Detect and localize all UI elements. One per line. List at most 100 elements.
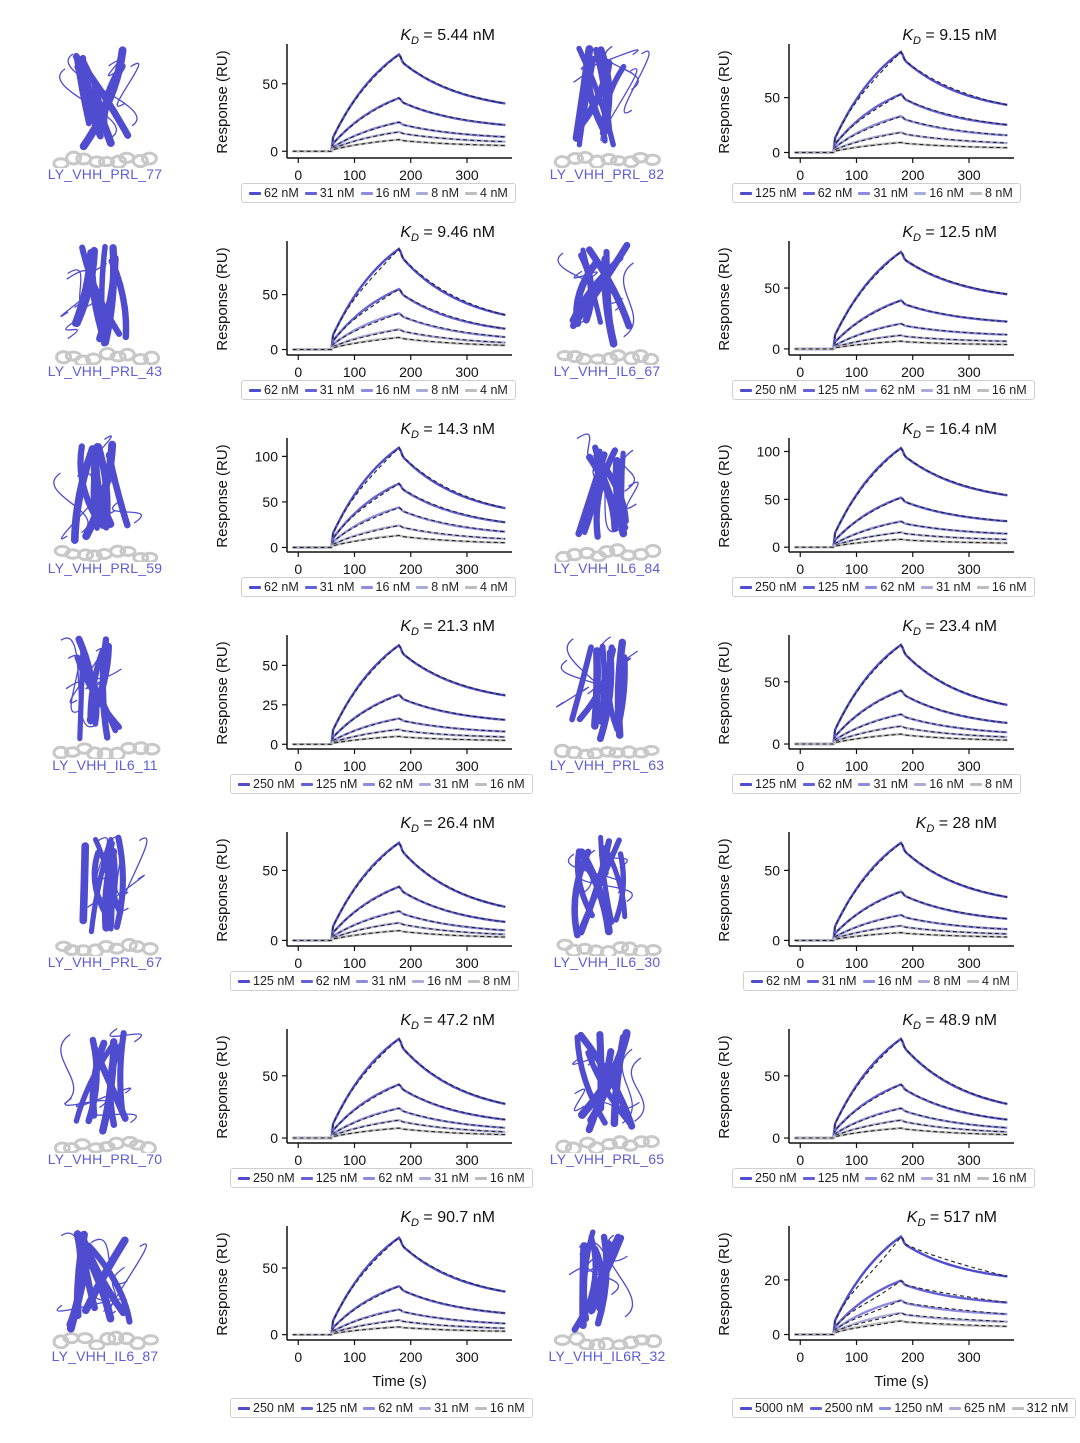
legend-swatch [921,1176,934,1180]
x-tick-label: 100 [343,167,367,183]
x-tick-label: 300 [455,758,479,774]
x-tick-label: 0 [796,561,804,577]
x-tick-label: 100 [343,758,367,774]
legend-entry: 250 nM [238,777,295,791]
y-tick-label: 0 [270,342,278,358]
x-tick-label: 0 [294,561,302,577]
x-tick-label: 100 [343,1152,367,1168]
legend-entry: 125 nM [802,1171,859,1185]
legend-swatch [360,388,373,392]
x-tick-label: 300 [957,1152,981,1168]
kd-label: KD = 48.9 nM [902,1012,997,1032]
legend-swatch [740,585,752,589]
legend-swatch [976,1176,989,1180]
legend-swatch [300,979,313,983]
legend-entry: 31 nM [304,383,355,397]
legend-swatch [363,1406,376,1410]
binder-name-label: LY_VHH_PRL_70 [47,1151,163,1167]
legend-entry: 125 nM [238,974,295,988]
legend-entry: 62 nM [249,383,299,397]
protein-structure-image [522,28,692,178]
sensorgram-plot: KD = 16.4 nM 0 50 100 0 100 200 300 Response (RU… [692,412,1035,609]
legend-entry: 8 nM [416,383,459,397]
legend-label: 16 nM [489,1171,525,1185]
x-tick-label: 200 [901,364,925,380]
fit-series-1 [292,841,506,941]
y-tick-label: 20 [764,1272,780,1288]
legend-label: 62 nM [817,186,853,200]
legend-swatch [802,388,815,392]
y-tick-label: 50 [764,491,780,507]
legend-entry: 16 nM [914,186,964,200]
y-axis-label: Response (RU) [214,247,231,350]
sensorgram-series-5 [292,336,506,351]
legend-entry: 16 nM [360,186,410,200]
x-tick-label: 300 [455,167,479,183]
x-tick-label: 100 [343,1349,367,1365]
legend-swatch [474,1406,487,1410]
legend-entry: 312 nM [1011,1401,1068,1415]
y-tick-label: 50 [262,76,278,92]
legend-swatch [419,1406,432,1410]
kd-label: KD = 5.44 nM [400,27,495,47]
sensorgram-series-2 [292,96,506,153]
sensorgram-series-4 [794,1311,1008,1336]
y-tick-label: 50 [262,287,278,303]
fit-series-1 [794,1038,1008,1139]
legend-swatch [300,782,313,786]
x-tick-label: 300 [957,364,981,380]
legend-swatch [300,1406,313,1410]
kinetics-panel: LY_VHH_IL6_84 KD = 16.4 nM 0 50 100 0 100 200 30… [522,412,1035,609]
protein-structure-image [522,619,692,769]
y-axis-label: Response (RU) [214,838,231,941]
legend-label: 31 nM [936,1171,971,1185]
legend-label: 31 nM [873,777,909,791]
legend-label: 62 nM [264,580,299,594]
y-tick-label: 50 [262,1068,278,1084]
legend-label: 16 nM [991,383,1027,397]
x-tick-label: 0 [796,1349,804,1365]
legend-label: 125 nM [817,580,860,594]
kd-label: KD = 21.3 nM [400,618,495,638]
y-axis-label: Response (RU) [214,1035,231,1138]
legend-entry: 31 nM [921,1171,971,1185]
legend-entry: 125 nM [300,777,357,791]
sensorgram-plot: KD = 28 nM 0 50 0 100 200 300 Response (RU) 62 n… [692,806,1022,1003]
sensorgram-series-5 [794,538,1008,549]
legend-label: 62 nM [378,1401,414,1415]
legend-label: 62 nM [378,777,414,791]
x-tick-label: 100 [845,561,869,577]
fit-series-1 [292,53,506,152]
protein-structure-image [20,28,190,178]
sensorgram-plot: KD = 9.15 nM 0 50 0 100 200 300 Response (RU) 12… [692,18,1022,215]
legend-label: 4 nM [982,974,1010,988]
y-axis-label: Response (RU) [716,1035,733,1138]
sensorgram-plot: KD = 90.7 nM 0 50 0 100 200 300 Response (RU) Ti… [190,1200,533,1418]
fit-series-5 [292,139,506,152]
legend-entry: 2500 nM [809,1401,873,1415]
legend-swatch [948,1406,961,1410]
concentration-legend: 250 nM 125 nM 62 nM 31 nM 16 nM [230,1168,533,1188]
fit-series-5 [292,735,506,745]
legend-swatch [921,388,934,392]
y-tick-label: 0 [270,932,278,948]
legend-swatch [865,585,878,589]
x-tick-label: 200 [399,1349,423,1365]
legend-swatch [238,979,250,983]
legend-swatch [976,388,989,392]
legend-label: 16 nM [375,383,411,397]
kd-label: KD = 47.2 nM [400,1012,495,1032]
legend-swatch [474,1176,487,1180]
legend-swatch [740,1176,752,1180]
legend-swatch [416,585,429,589]
legend-label: 16 nM [375,580,411,594]
legend-swatch [969,191,982,195]
sensorgram-series-2 [794,92,1008,154]
legend-entry: 8 nM [969,777,1013,791]
binder-name-label: LY_VHH_PRL_63 [549,757,665,773]
y-tick-label: 50 [764,862,780,878]
x-tick-label: 300 [455,955,479,971]
legend-swatch [412,979,425,983]
concentration-legend: 62 nM 31 nM 16 nM 8 nM 4 nM [241,183,516,203]
